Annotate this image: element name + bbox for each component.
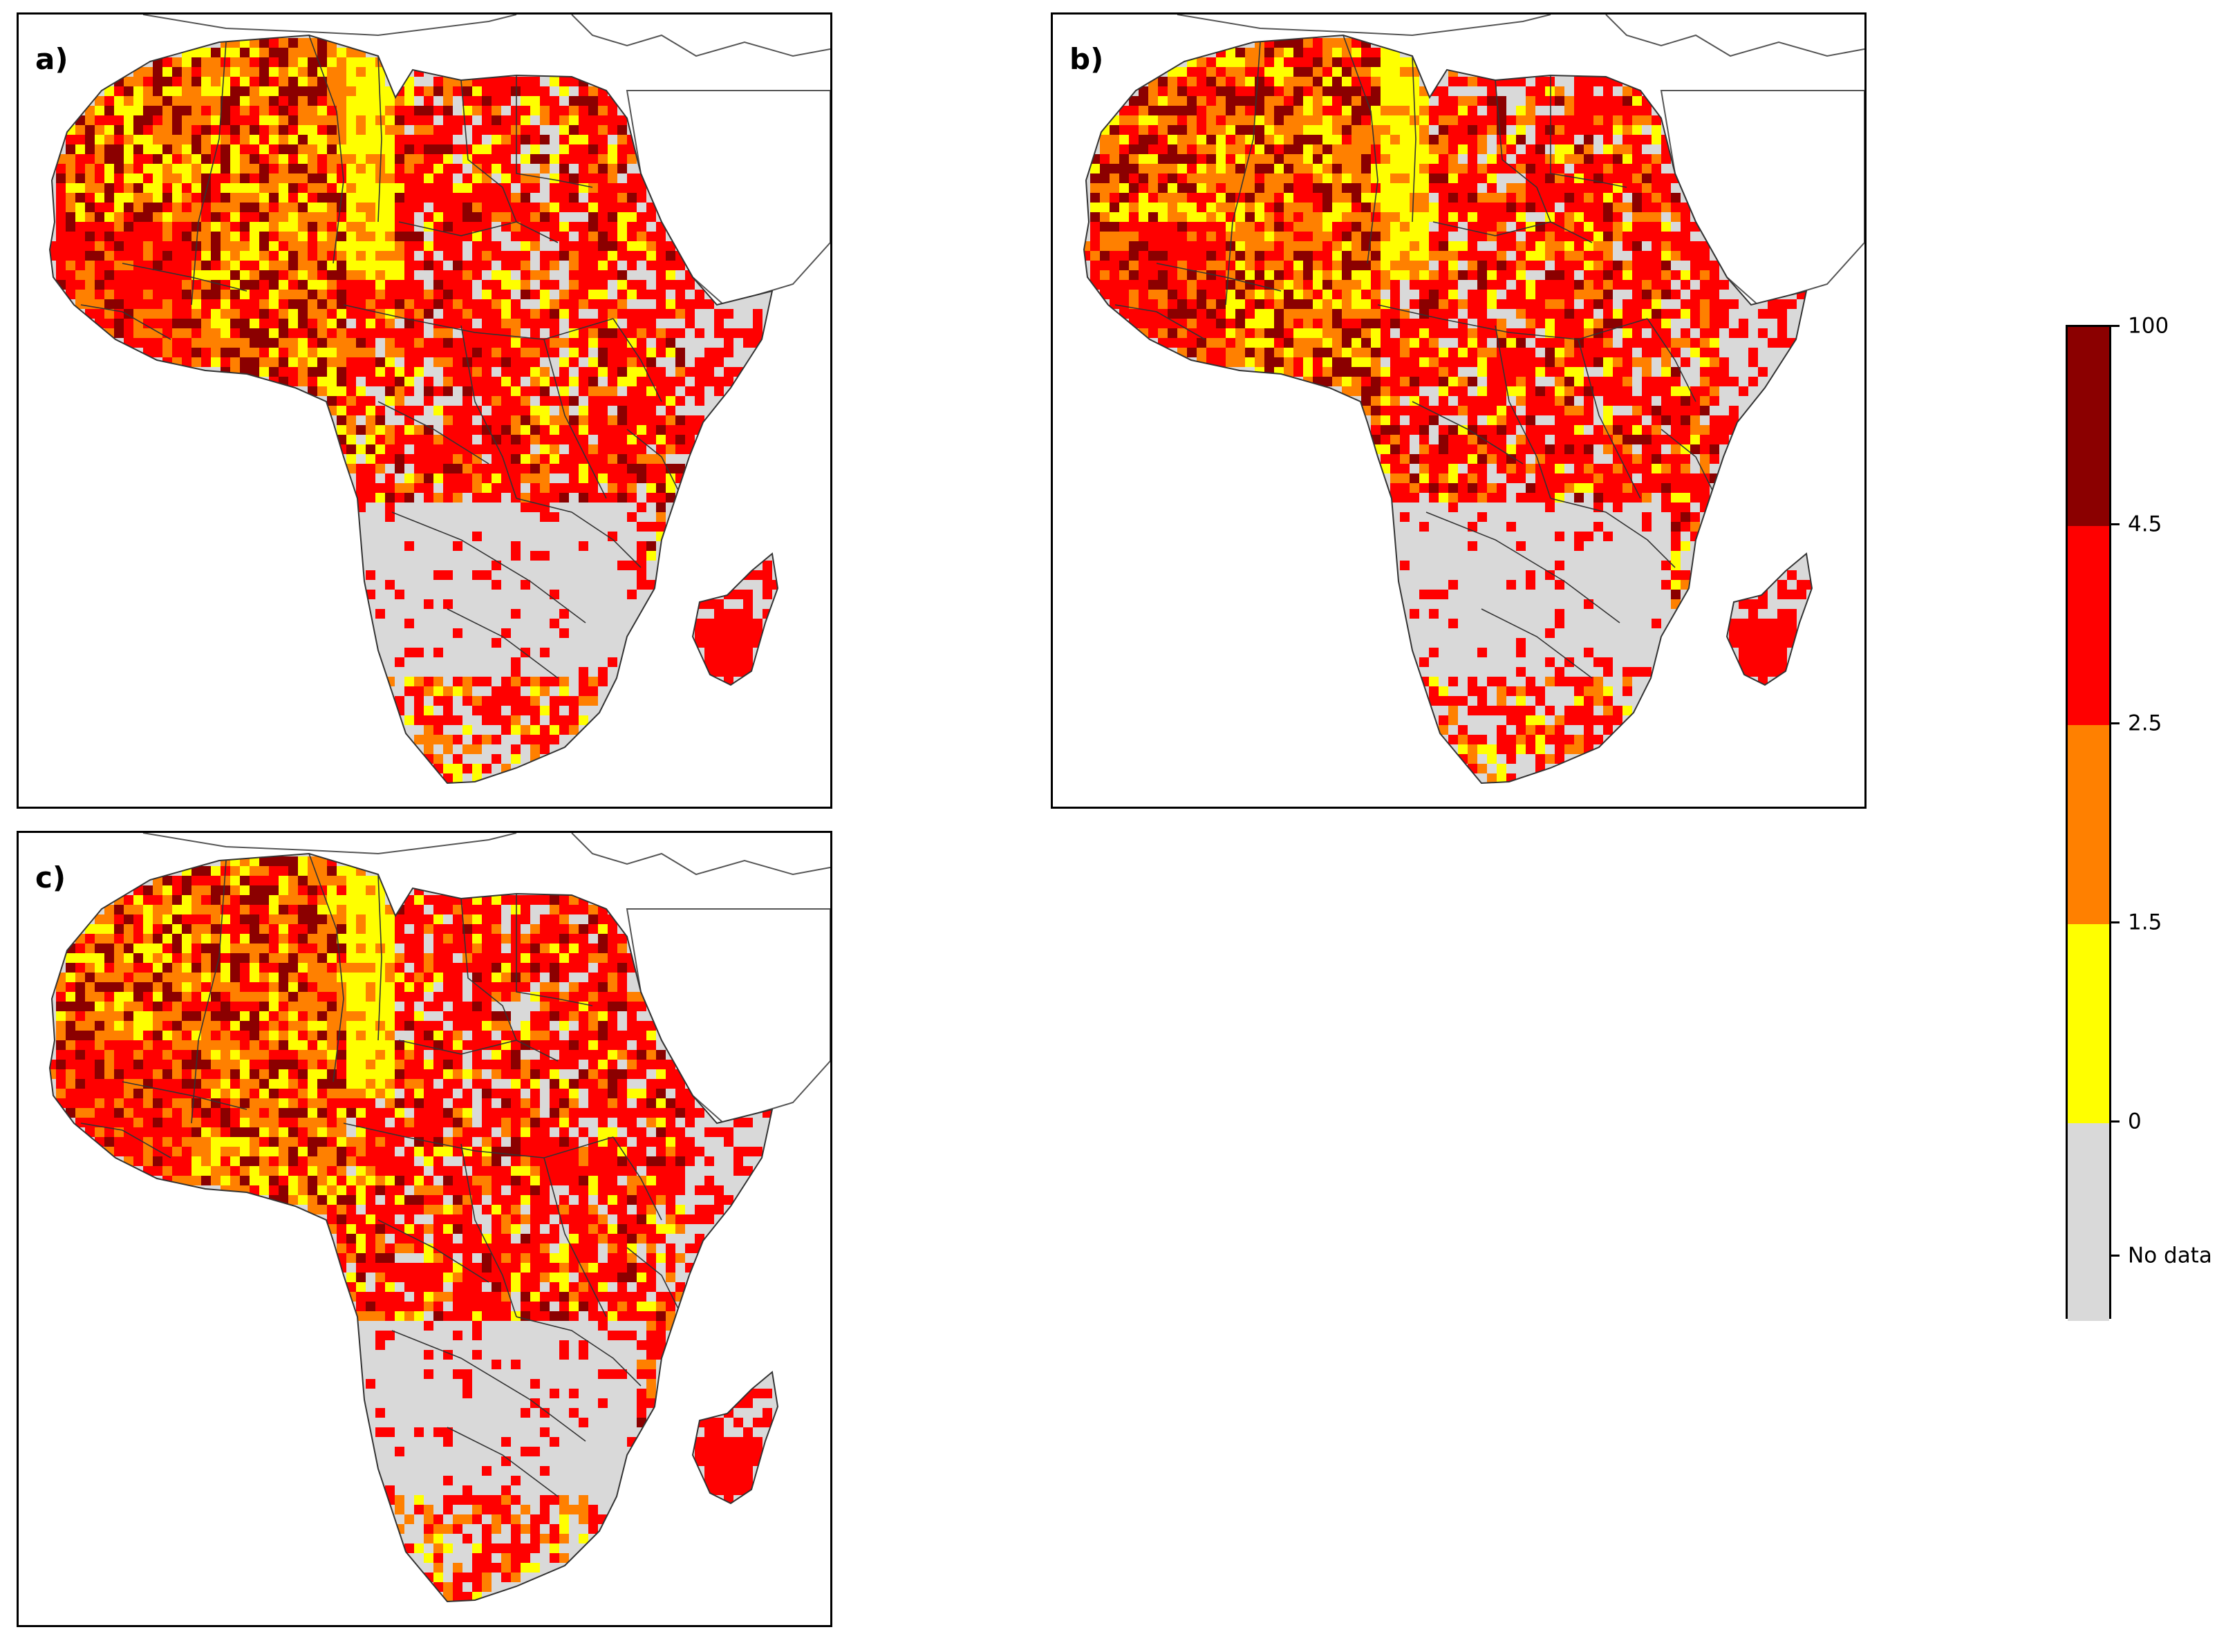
colorbar-segment-red [2068, 526, 2109, 725]
country-border [80, 304, 171, 340]
panel-label-c: c) [35, 861, 66, 894]
europe-coastline [571, 15, 830, 57]
country-border [612, 318, 662, 402]
country-border [1661, 429, 1717, 499]
country-border [377, 1219, 489, 1283]
country-border [377, 874, 382, 1041]
colorbar-label-1-5: 1.5 [2128, 910, 2162, 935]
africa-map-a [48, 15, 830, 785]
country-border [122, 1081, 247, 1110]
country-border [343, 1123, 614, 1158]
map-panel-a: a) [17, 12, 832, 809]
country-border [1495, 79, 1551, 223]
colorbar-tick-1-5 [2111, 921, 2120, 923]
country-border [543, 1157, 607, 1317]
country-border [1343, 35, 1378, 264]
country-border [460, 898, 517, 1041]
colorbar-label-0: 0 [2128, 1109, 2142, 1134]
europe-coastline [1177, 15, 1551, 37]
country-border [343, 304, 614, 340]
madagascar-coastline [1725, 552, 1813, 686]
country-border [516, 75, 593, 188]
country-border [626, 1247, 683, 1317]
country-border [1495, 325, 1551, 499]
colorbar-tick-nodata [2111, 1255, 2120, 1257]
africa-coastline [48, 852, 774, 1603]
country-border [308, 854, 344, 1082]
country-border [543, 339, 607, 499]
colorbar-label-nodata: No data [2128, 1243, 2212, 1268]
country-border [516, 1316, 642, 1387]
country-border [460, 79, 517, 223]
country-border [516, 498, 642, 568]
country-border [1647, 318, 1696, 402]
panel-label-a: a) [35, 42, 68, 76]
country-border [191, 860, 227, 1124]
country-border [1225, 41, 1261, 306]
colorbar-label-2-5: 2.5 [2128, 711, 2162, 736]
country-border [398, 221, 559, 243]
africa-map-c [48, 833, 830, 1603]
country-border [1578, 339, 1641, 499]
country-border [308, 35, 344, 264]
country-border [612, 1136, 662, 1221]
country-border [447, 1427, 559, 1497]
country-border [1412, 55, 1416, 223]
madagascar-coastline [691, 1371, 779, 1505]
country-border [80, 1123, 171, 1158]
colorbar-tick-2-5 [2111, 722, 2120, 724]
country-border [391, 1330, 586, 1442]
colorbar-segment-orange [2068, 725, 2109, 924]
europe-coastline [142, 15, 517, 37]
madagascar-coastline [691, 552, 779, 686]
colorbar-segment-darkred [2068, 327, 2109, 526]
europe-coastline [142, 833, 517, 855]
colorbar-segment-nodata [2068, 1123, 2109, 1321]
country-border [1432, 221, 1593, 243]
country-border [1550, 75, 1627, 188]
country-border [191, 41, 227, 306]
country-border [460, 325, 517, 499]
map-panel-c: c) [17, 831, 832, 1627]
country-border [1156, 263, 1282, 292]
europe-coastline [1605, 15, 1864, 57]
africa-coastline [48, 34, 774, 785]
country-border [398, 1040, 559, 1062]
africa-coastline [1083, 34, 1808, 785]
colorbar-tick-4-5 [2111, 523, 2120, 525]
country-border [460, 1143, 517, 1317]
panel-label-b: b) [1069, 42, 1104, 76]
africa-map-b [1083, 15, 1864, 785]
country-border [1114, 304, 1206, 340]
colorbar-tick-0 [2111, 1120, 2120, 1123]
country-border [1550, 498, 1676, 568]
country-border [377, 401, 489, 464]
map-panel-b: b) [1051, 12, 1867, 809]
country-border [1425, 511, 1620, 623]
country-border [391, 511, 586, 623]
country-border [1377, 304, 1648, 340]
colorbar-tick-100 [2111, 325, 2120, 327]
colorbar-label-100: 100 [2128, 313, 2169, 339]
country-border [1412, 401, 1524, 464]
country-border [122, 263, 247, 292]
country-border [626, 429, 683, 499]
colorbar-segment-yellow [2068, 924, 2109, 1123]
country-border [447, 608, 559, 679]
country-border [377, 55, 382, 223]
country-border [516, 894, 593, 1006]
europe-coastline [571, 833, 830, 876]
country-border [1481, 608, 1593, 679]
colorbar [2066, 325, 2111, 1321]
colorbar-label-4-5: 4.5 [2128, 511, 2162, 537]
